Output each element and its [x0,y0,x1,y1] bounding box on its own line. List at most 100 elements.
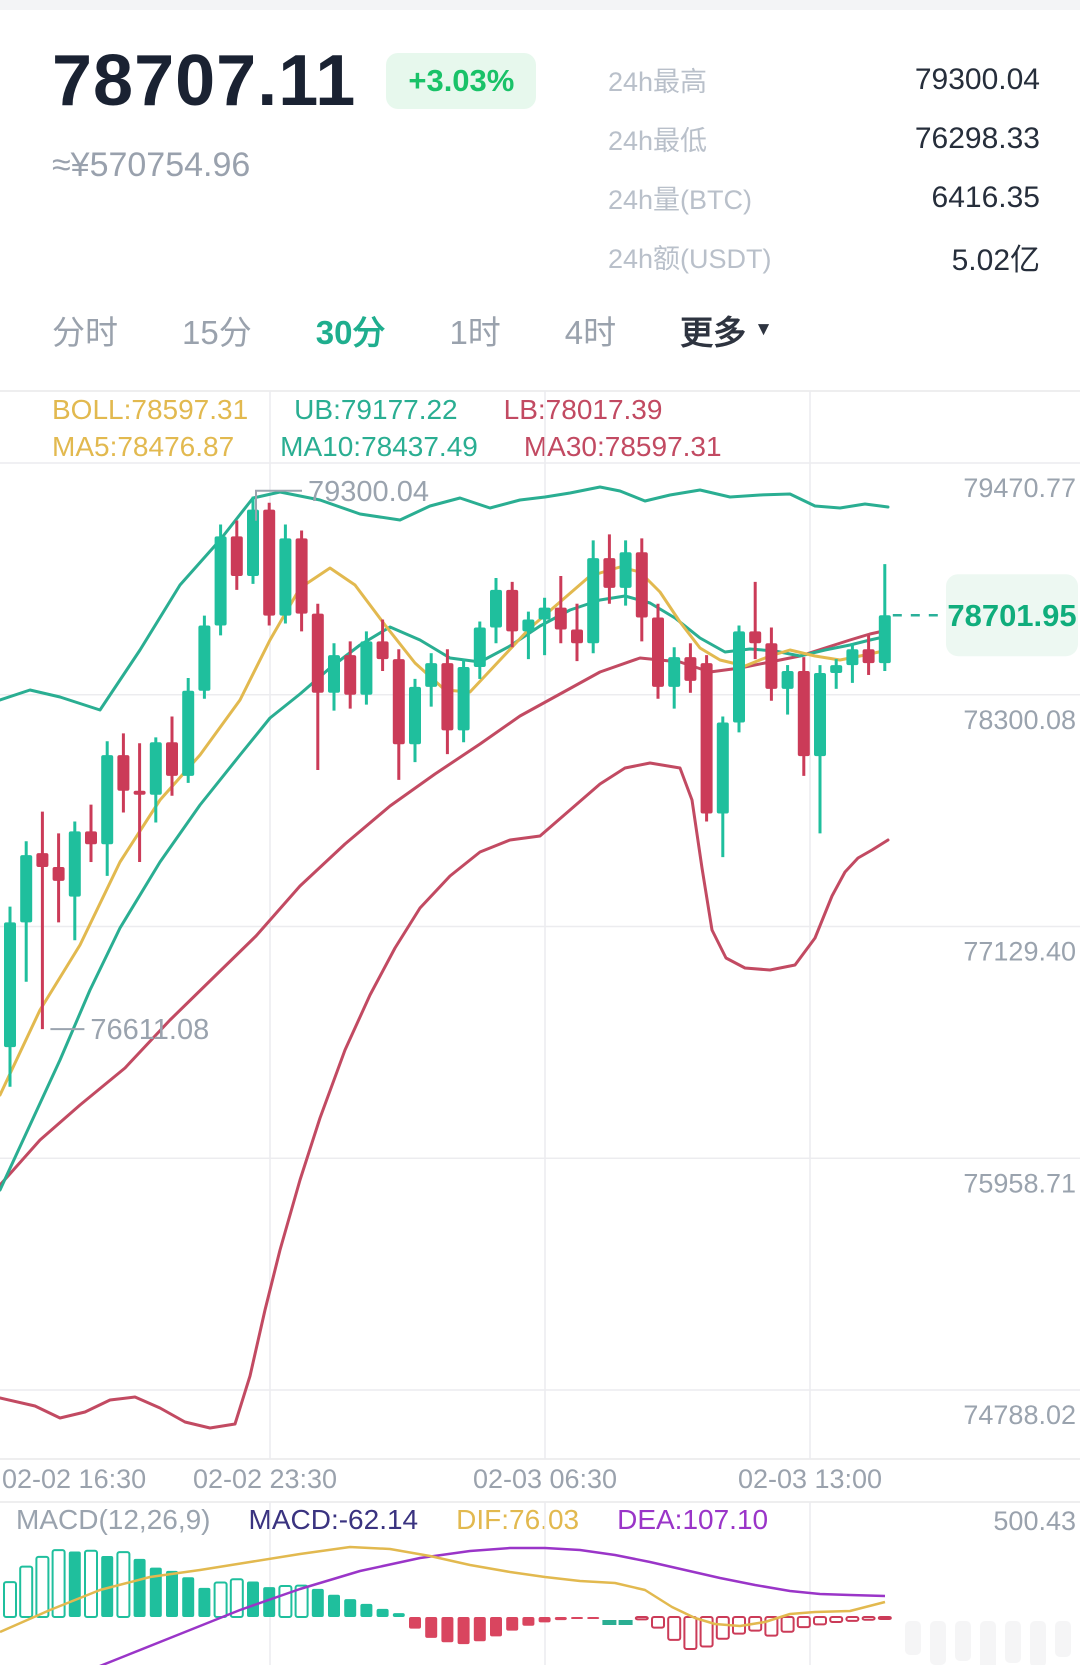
candle-down [862,649,875,664]
macd-params: MACD(12,26,9) [16,1504,211,1535]
stat-value: 5.02亿 [951,243,1040,277]
candle-down [554,607,567,630]
candle-up [247,509,259,576]
candle-up [522,619,535,632]
candle-down [36,853,49,867]
candle-up [781,671,794,689]
low-annotation-label: 76611.08 [90,1014,209,1046]
tab-分时[interactable]: 分时 [52,314,118,351]
change-badge: +3.03% [386,53,537,109]
chevron-down-icon: ▼ [754,319,773,340]
candle-up [716,722,729,814]
y-axis-label: 77129.40 [963,937,1076,967]
candle-up [4,922,16,1048]
candle-up [733,631,745,723]
stats-panel: 24h最高 79300.04 24h最低 76298.33 24h量(BTC) 6416.… [608,50,1040,286]
candle-up [619,552,632,588]
macd-value: MACD:-62.14 [248,1504,419,1535]
tab-30分[interactable]: 30分 [315,314,386,351]
bollinger-lower-line [0,761,890,1430]
ma10-line [0,594,890,1192]
candles-layer [4,496,891,1087]
candle-down [749,631,762,644]
stat-row: 24h量(BTC) 6416.35 [608,168,1040,227]
candle-down [684,657,697,681]
candle-down [652,617,664,687]
macd-axis-max: 500.43 [993,1506,1076,1536]
candle-up [198,625,211,691]
candle-up [149,742,162,795]
candle-down [765,643,778,689]
stat-value: 79300.04 [914,62,1040,96]
stat-label: 24h量(BTC) [608,185,753,215]
candle-down [797,671,810,757]
bollinger-mid-ma5-line [0,565,890,1097]
candle-up [214,536,227,626]
bollinger-upper-line [0,485,890,712]
candle-up [182,690,195,776]
candle-up [490,589,502,628]
candle-up [360,641,373,695]
y-axis-label: 79470.77 [963,473,1076,503]
candle-down [230,536,243,576]
tab-1时[interactable]: 1时 [449,314,501,351]
indicator-item: LB:78017.39 [503,394,663,425]
stat-label: 24h额(USDT) [608,244,772,274]
x-tick-label: 02-02 23:30 [192,1464,338,1494]
candle-down [635,552,648,618]
macd-histogram [3,1549,892,1650]
indicator-item: BOLL:78597.31 [52,394,249,425]
x-tick-label: 02-02 16:30 [2,1464,147,1494]
candle-up [279,538,292,616]
last-price-tag[interactable] [946,574,1078,657]
y-axis-label: 75958.71 [963,1168,1076,1198]
boll-legend: BOLL:78597.31 UB:79177.22 LB:78017.39 [52,394,662,426]
last-price-tag-value: 78701.95 [947,598,1076,633]
candle-up [409,686,421,745]
candle-down [344,655,357,695]
high-annotation-label: 79300.04 [308,476,429,508]
stat-label: 24h最低 [608,126,708,156]
candle-down [603,558,616,588]
candle-up [457,667,470,731]
stat-label: 24h最高 [608,67,708,97]
watermark-bars [905,1621,1071,1665]
candle-down [700,663,713,814]
candle-up [668,657,681,687]
candle-up [830,665,843,673]
dea-line [99,1546,886,1665]
candle-down [117,755,130,791]
candle-down [571,629,583,644]
indicator-item: MA5:78476.87 [52,431,235,462]
candle-down [376,641,389,660]
x-axis-labels: 02-02 16:30 02-02 23:30 02-03 06:30 02-03 1… [0,1464,1080,1498]
stat-row: 24h额(USDT) 5.02亿 [608,227,1040,286]
stat-row: 24h最高 79300.04 [608,50,1040,109]
dea-value: DEA:107.10 [617,1504,769,1535]
indicator-item: MA30:78597.31 [523,431,722,462]
candle-down [392,659,405,745]
candle-up [473,627,486,668]
tab-4时[interactable]: 4时 [564,314,617,351]
y-axis-label: 74788.02 [963,1400,1076,1430]
fiat-approx-value: ≈¥570754.96 [52,146,251,184]
x-tick-label: 02-03 06:30 [472,1464,618,1494]
interval-tabs: 分时 15分 30分 1时 4时 更多 ▼ [52,306,773,354]
dif-line [0,1545,886,1634]
candle-up [587,558,600,644]
high-annotation-line [255,489,302,521]
x-tick-label: 02-03 13:00 [737,1464,883,1494]
candle-up [68,831,81,897]
indicator-item: UB:79177.22 [294,394,458,425]
stat-row: 24h最低 76298.33 [608,109,1040,168]
ma-legend: MA5:78476.87 MA10:78437.49 MA30:78597.31 [52,431,722,463]
tab-15分[interactable]: 15分 [182,314,252,351]
more-dropdown[interactable]: 更多 ▼ [680,306,773,354]
status-bar-strip [0,0,1080,10]
dif-value: DIF:76.03 [456,1504,580,1535]
candle-up [846,649,859,666]
candle-down [85,831,97,845]
candle-down [52,866,65,881]
candle-up [814,672,826,757]
